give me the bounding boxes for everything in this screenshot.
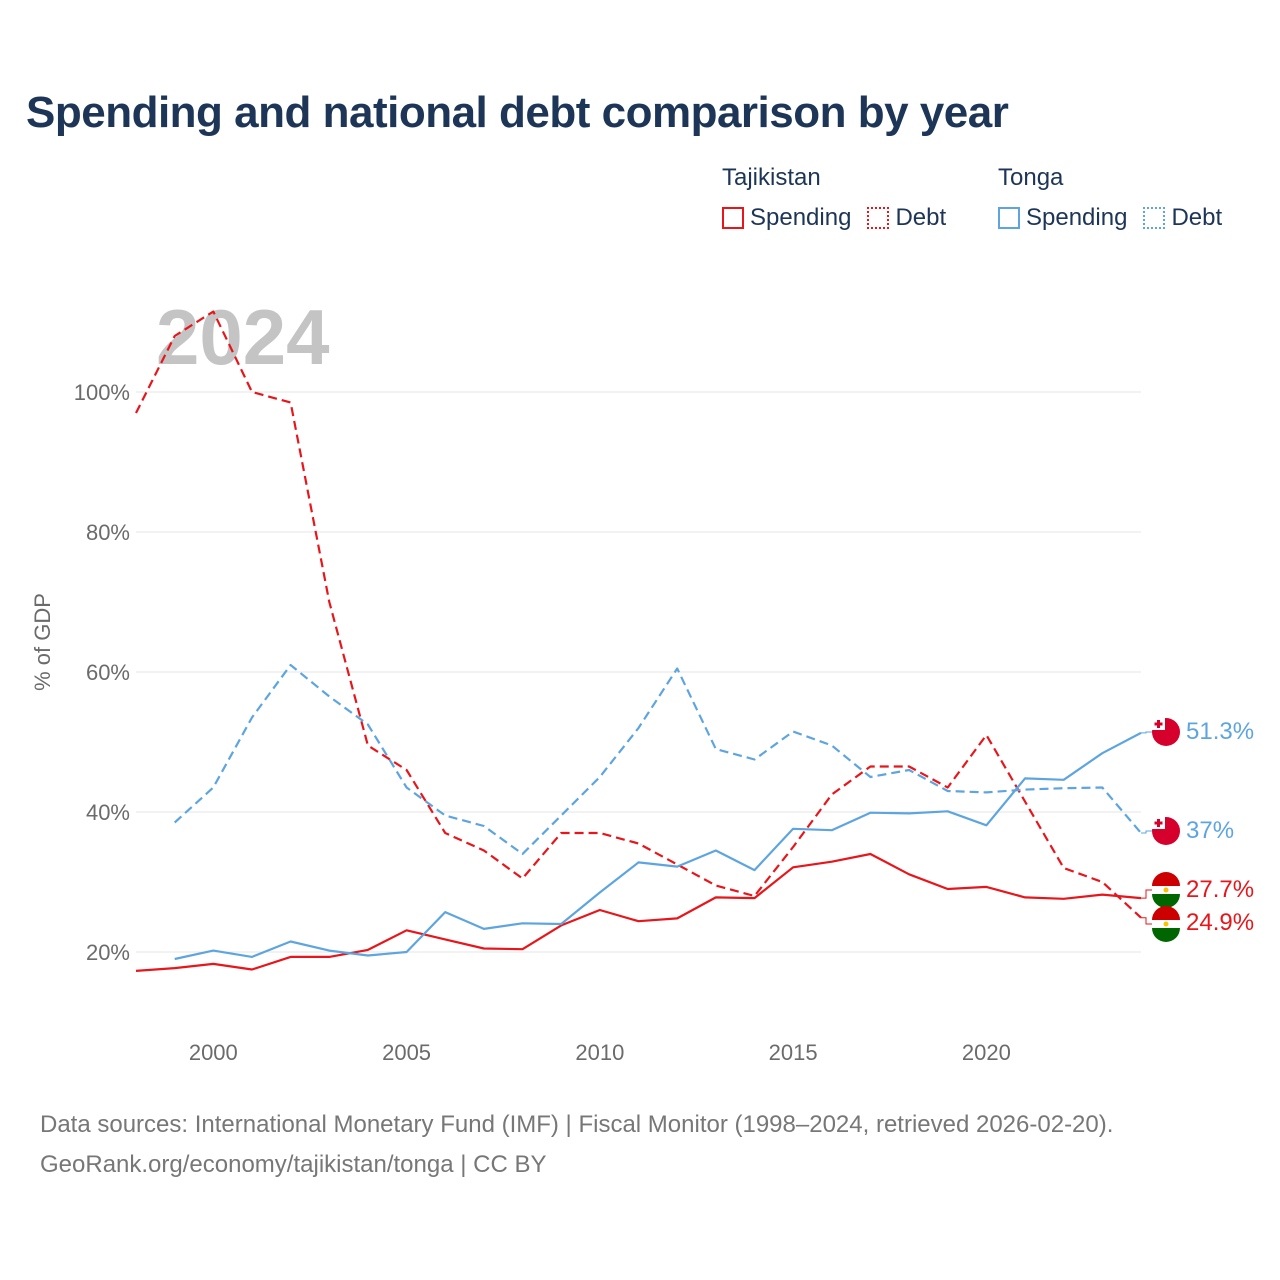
y-axis-label: % of GDP [30, 593, 55, 691]
legend-group-tonga: Tonga Spending Debt [998, 160, 1238, 240]
tajikistan-flag-red-band [1152, 906, 1180, 920]
tajikistan-spending-line [135, 852, 1142, 972]
tajikistan-spending-end-label: 27.7% [1186, 876, 1254, 903]
y-tick-label: 60% [86, 660, 130, 685]
x-tick-label: 2010 [575, 1040, 624, 1065]
x-tick-label: 2015 [769, 1040, 818, 1065]
tonga-spending-end-label: 51.3% [1186, 718, 1254, 745]
tajikistan-spending-end-connector [1141, 889, 1152, 899]
tonga-flag-cross [1154, 722, 1163, 726]
legend-label: Debt [895, 204, 947, 231]
tonga-debt-end-label: 37% [1186, 817, 1234, 844]
x-tick-label: 2020 [962, 1040, 1011, 1065]
tajikistan-flag-crown [1163, 887, 1169, 893]
chart-title: Spending and national debt comparison by… [26, 88, 1009, 137]
legend-item-tajikistan-spending[interactable]: Spending [722, 204, 851, 232]
tajikistan-flag-red-band [1152, 872, 1180, 886]
footer: Data sources: International Monetary Fun… [40, 1105, 1113, 1185]
y-tick-label: 100% [74, 380, 130, 405]
legend-swatch-dotted [867, 207, 890, 229]
footer-sources: Data sources: International Monetary Fun… [40, 1111, 1114, 1138]
legend-group-tajikistan: Tajikistan Spending Debt [722, 160, 962, 240]
legend-item-tonga-debt[interactable]: Debt [1143, 204, 1222, 232]
legend-swatch-dotted [1143, 207, 1166, 229]
footer-credit: GeoRank.org/economy/tajikistan/tonga | C… [40, 1151, 547, 1178]
legend-item-tajikistan-debt[interactable]: Debt [867, 204, 946, 232]
y-tick-label: 80% [86, 520, 130, 545]
legend-country-tonga: Tonga [998, 164, 1064, 191]
tajikistan-flag-green-band [1152, 928, 1180, 942]
tajikistan-flag-crown [1163, 921, 1169, 927]
tonga-flag-cross [1154, 821, 1163, 825]
tonga-spending-end-connector [1141, 731, 1152, 734]
legend-item-tonga-spending[interactable]: Spending [998, 204, 1127, 232]
legend-label: Spending [1026, 204, 1128, 231]
y-tick-label: 40% [86, 800, 130, 825]
y-tick-label: 20% [86, 940, 130, 965]
tonga-debt-end-connector [1141, 830, 1152, 834]
year-watermark: 2024 [156, 293, 330, 381]
tajikistan-debt-line [135, 310, 1142, 919]
legend-label: Spending [750, 204, 852, 231]
tajikistan-debt-end-label: 24.9% [1186, 909, 1254, 936]
tonga-spending-line [174, 731, 1142, 961]
legend-swatch-solid [722, 207, 744, 229]
tajikistan-flag-green-band [1152, 894, 1180, 908]
x-tick-label: 2000 [189, 1040, 238, 1065]
tajikistan-debt-end-connector [1141, 917, 1152, 925]
legend-label: Debt [1171, 204, 1223, 231]
legend-swatch-solid [998, 207, 1020, 229]
legend-country-tajikistan: Tajikistan [722, 164, 821, 191]
tonga-debt-line [173, 663, 1142, 856]
x-tick-label: 2005 [382, 1040, 431, 1065]
